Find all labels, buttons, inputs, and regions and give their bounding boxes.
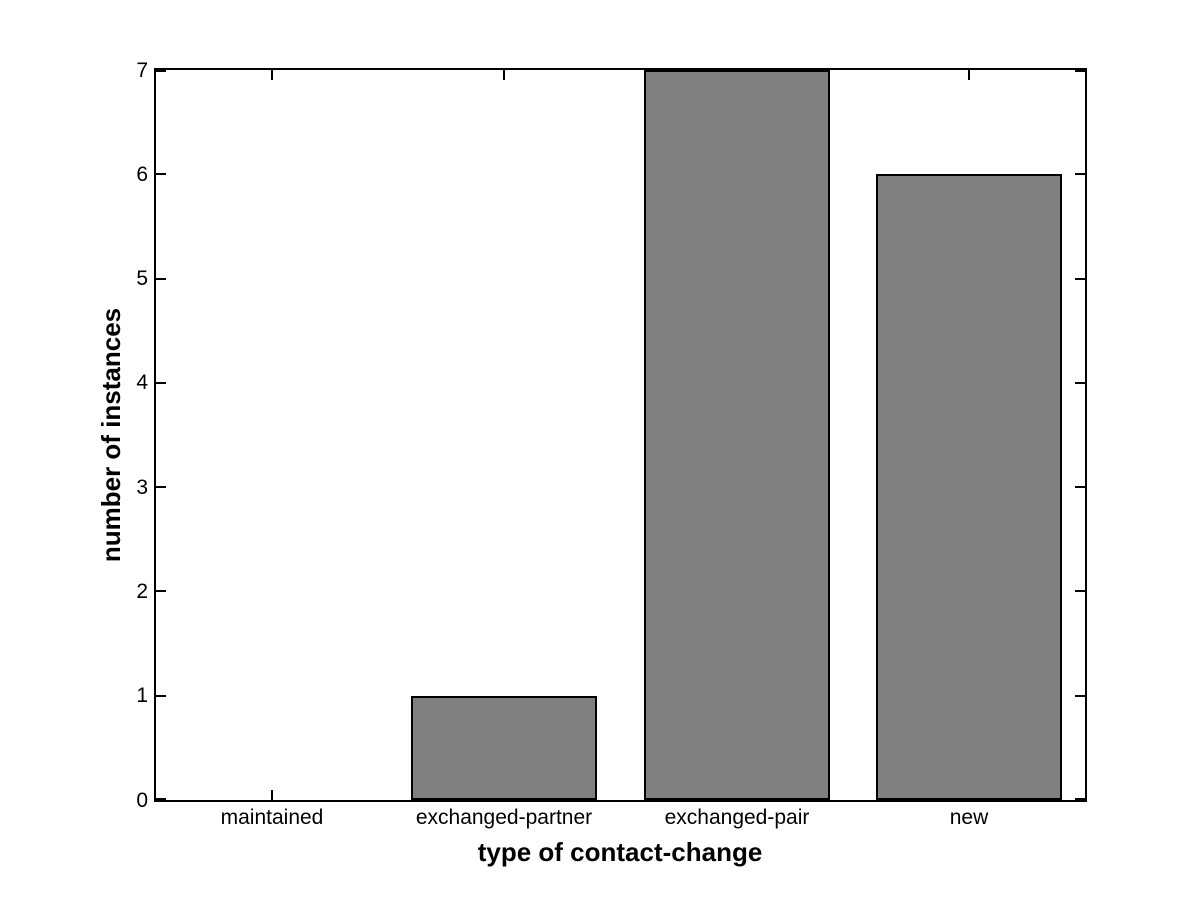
y-tick-label: 7 <box>136 59 148 82</box>
x-tick-bottom <box>271 790 273 800</box>
y-tick-left <box>156 590 166 592</box>
y-tick-left <box>156 695 166 697</box>
y-tick-right <box>1075 695 1085 697</box>
y-tick-right <box>1075 278 1085 280</box>
plot-area <box>154 68 1087 802</box>
y-tick-left <box>156 382 166 384</box>
y-axis-label: number of instances <box>96 307 126 563</box>
x-axis-label: type of contact-change <box>477 837 763 867</box>
y-tick-left <box>156 173 166 175</box>
y-tick-left <box>156 798 166 800</box>
x-tick-label: maintained <box>220 806 324 829</box>
x-tick-label: exchanged-pair <box>664 806 810 829</box>
y-tick-left <box>156 486 166 488</box>
y-tick-right <box>1075 70 1085 72</box>
y-tick-right <box>1075 486 1085 488</box>
x-tick-top <box>503 70 505 80</box>
y-tick-label: 2 <box>136 580 148 603</box>
y-tick-label: 3 <box>136 476 148 499</box>
x-tick-label: new <box>949 806 989 829</box>
y-tick-right <box>1075 590 1085 592</box>
y-tick-label: 6 <box>136 163 148 186</box>
x-tick-top <box>968 70 970 80</box>
bar-exchanged-pair <box>644 70 830 800</box>
y-tick-right <box>1075 798 1085 800</box>
y-tick-label: 0 <box>136 789 148 812</box>
bar-exchanged-partner <box>411 696 597 800</box>
x-tick-label: exchanged-partner <box>415 806 593 829</box>
y-tick-right <box>1075 173 1085 175</box>
bar-new <box>876 174 1062 800</box>
y-tick-label: 5 <box>136 267 148 290</box>
y-tick-label: 4 <box>136 371 148 394</box>
y-tick-label: 1 <box>136 684 148 707</box>
y-tick-left <box>156 70 166 72</box>
x-tick-top <box>271 70 273 80</box>
y-tick-right <box>1075 382 1085 384</box>
y-tick-left <box>156 278 166 280</box>
